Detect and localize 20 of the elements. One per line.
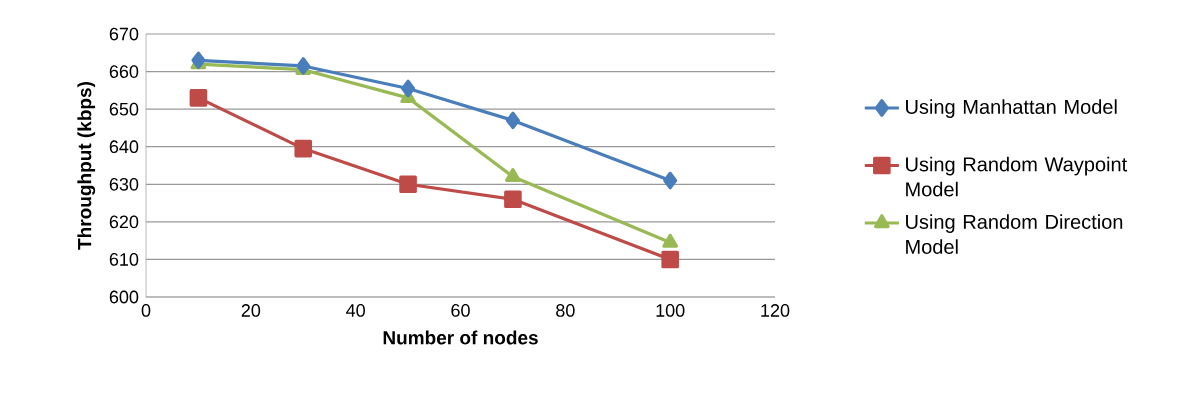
x-axis-title: Number of nodes <box>383 330 538 345</box>
y-axis-title: Throughput (kbps) <box>77 82 96 250</box>
legend-label: Using Random Direction Model <box>906 214 1123 254</box>
y-tick-label: 670 <box>109 27 139 41</box>
y-tick-label: 620 <box>109 215 139 229</box>
y-tick-label: 630 <box>109 177 139 191</box>
y-tick-label: 610 <box>109 253 139 266</box>
x-tick-label: 120 <box>761 304 790 317</box>
legend-label: Using Manhattan Model <box>906 99 1117 118</box>
x-tick-label: 20 <box>241 304 261 317</box>
y-tick-label: 600 <box>109 290 139 304</box>
y-tick-label: 650 <box>109 102 139 116</box>
x-tick-label: 100 <box>656 304 685 317</box>
x-tick-label: 40 <box>346 304 365 317</box>
x-tick-label: 0 <box>141 304 151 317</box>
x-tick-label: 80 <box>556 304 575 317</box>
y-tick-label: 640 <box>109 140 139 154</box>
y-tick-label: 660 <box>109 65 139 78</box>
x-tick-label: 60 <box>451 304 470 317</box>
legend-label: Using Random Waypoint Model <box>906 156 1128 197</box>
